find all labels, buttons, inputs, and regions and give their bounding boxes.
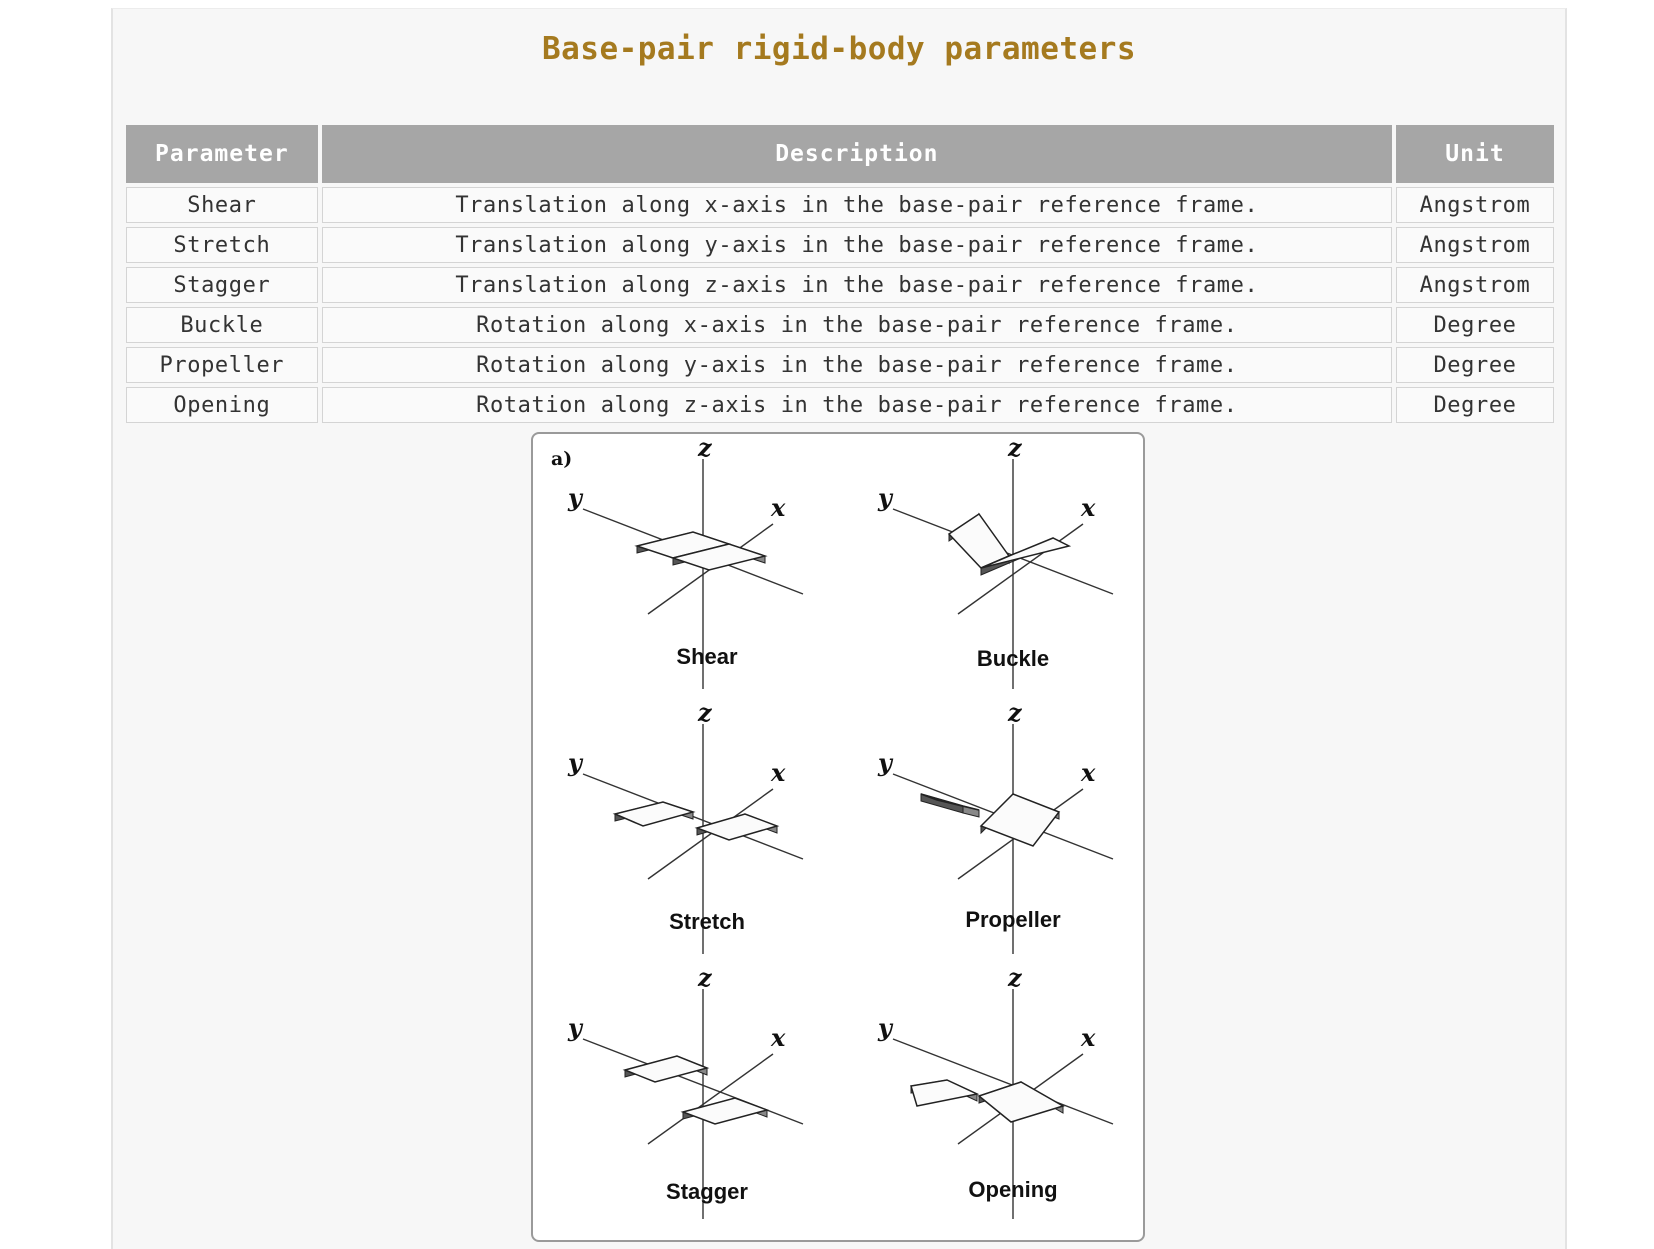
panel-buckle-x-label: x [1080,493,1096,522]
cell-unit: Degree [1395,387,1554,423]
panel-stretch-x-axis [647,788,774,880]
panel-label-stagger: Stagger [666,1179,748,1204]
stagger-slab-left [622,1055,710,1083]
panel-label-shear: Shear [676,644,738,669]
cell-description: Rotation along x-axis in the base-pair r… [321,307,1392,343]
panel-label-propeller: Propeller [965,907,1061,932]
header-description: Description [321,125,1392,183]
cell-parameter: Buckle [126,307,318,343]
cell-description: Translation along y-axis in the base-pai… [321,227,1392,263]
table-row: Stretch Translation along y-axis in the … [126,227,1554,263]
cell-description: Rotation along z-axis in the base-pair r… [321,387,1392,423]
panel-propeller-x-label: x [1080,758,1096,787]
table-row: Shear Translation along x-axis in the ba… [126,187,1554,223]
cell-parameter: Opening [126,387,318,423]
panel-stagger-y-label: y [567,1013,584,1042]
opening-slab-left [910,1079,980,1107]
panel-buckle-z-label: z [1007,434,1023,462]
table-row: Stagger Translation along z-axis in the … [126,267,1554,303]
panel-stretch-z-label: z [697,698,713,727]
panel-label-opening: Opening [968,1177,1058,1202]
panel-shear-z-label: z [697,434,713,462]
panel-stretch-x-label: x [770,758,786,787]
table-header-row: Parameter Description Unit [126,125,1554,183]
panel-opening-y-axis [892,1038,1114,1125]
parameter-figure: a) z y x z y x z y x z y x z y x z y x Shear Buckle Stret… [531,432,1145,1242]
panel-buckle-y-label: y [877,483,894,512]
panel-stagger-x-label: x [770,1023,786,1052]
cell-parameter: Shear [126,187,318,223]
panel-opening-x-label: x [1080,1023,1096,1052]
panel-stretch-y-label: y [567,748,584,777]
propeller-slab-left [920,793,980,811]
page-container: Base-pair rigid-body parameters Paramete… [111,8,1567,1249]
propeller-slab-right [979,793,1061,847]
cell-unit: Angstrom [1395,267,1554,303]
stretch-slab-left [612,801,696,827]
panel-opening-y-label: y [877,1013,894,1042]
cell-unit: Degree [1395,307,1554,343]
panel-shear-x-label: x [770,493,786,522]
figure-tag: a) [551,448,573,470]
panel-opening-z-label: z [1007,963,1023,992]
panel-propeller-z-label: z [1007,698,1023,727]
panel-shear-y-label: y [567,483,584,512]
panel-stagger-x-axis [647,1053,774,1145]
buckle-slab-right [980,537,1072,569]
cell-parameter: Stagger [126,267,318,303]
cell-unit: Degree [1395,347,1554,383]
cell-description: Translation along z-axis in the base-pai… [321,267,1392,303]
table-row: Propeller Rotation along y-axis in the b… [126,347,1554,383]
panel-buckle-x-axis [957,523,1084,615]
stretch-slab-right [694,813,780,841]
cell-description: Translation along x-axis in the base-pai… [321,187,1392,223]
cell-description: Rotation along y-axis in the base-pair r… [321,347,1392,383]
figure-drawing: z y x z y x z y x z y x z y x z y x [567,434,1114,1219]
panel-label-buckle: Buckle [976,646,1050,671]
page-title: Base-pair rigid-body parameters [541,31,1137,67]
table-row: Buckle Rotation along x-axis in the base… [126,307,1554,343]
cell-unit: Angstrom [1395,187,1554,223]
opening-slab-right [977,1081,1065,1123]
header-parameter: Parameter [126,125,318,183]
panel-label-stretch: Stretch [669,909,745,934]
shear-slab-right [670,543,768,571]
panel-stagger-z-label: z [697,963,713,992]
stagger-slab-right [680,1097,770,1125]
cell-parameter: Stretch [126,227,318,263]
header-unit: Unit [1395,125,1554,183]
cell-parameter: Propeller [126,347,318,383]
cell-unit: Angstrom [1395,227,1554,263]
parameters-table: Parameter Description Unit Shear Transla… [122,121,1558,427]
panel-propeller-y-label: y [877,748,894,777]
table-row: Opening Rotation along z-axis in the bas… [126,387,1554,423]
